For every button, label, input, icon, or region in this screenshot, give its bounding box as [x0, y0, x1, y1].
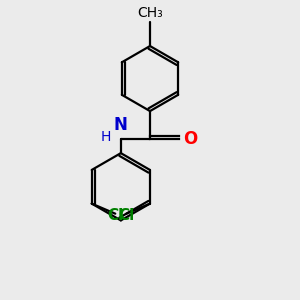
- Text: CH₃: CH₃: [137, 6, 163, 20]
- Text: H: H: [100, 130, 111, 144]
- Text: N: N: [114, 116, 128, 134]
- Text: Cl: Cl: [118, 208, 135, 223]
- Text: Cl: Cl: [107, 208, 123, 223]
- Text: O: O: [183, 130, 197, 148]
